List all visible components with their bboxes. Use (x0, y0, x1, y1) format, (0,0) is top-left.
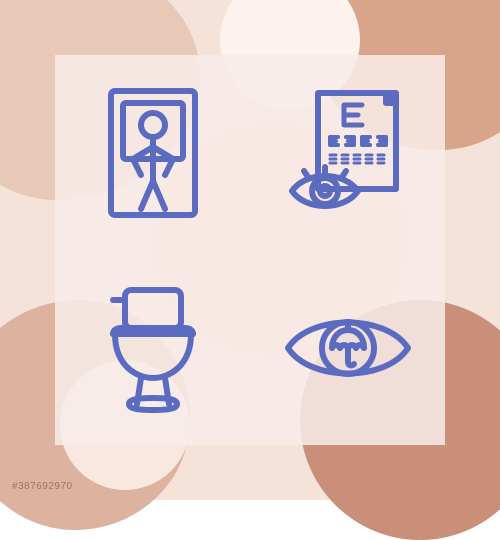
icon-cell-xray (55, 55, 250, 250)
icon-cell-eye-umbrella (250, 250, 445, 445)
eye-chart-icon (278, 83, 418, 223)
icon-cell-toilet (55, 250, 250, 445)
icon-grid-panel (55, 55, 445, 445)
watermark-id: 387692970 (18, 481, 73, 492)
stock-watermark: #387692970 (12, 481, 73, 492)
canvas: #387692970 (0, 0, 500, 500)
xray-booth-icon (83, 83, 223, 223)
icon-cell-eyechart (250, 55, 445, 250)
toilet-icon (83, 278, 223, 418)
eye-umbrella-icon (278, 278, 418, 418)
